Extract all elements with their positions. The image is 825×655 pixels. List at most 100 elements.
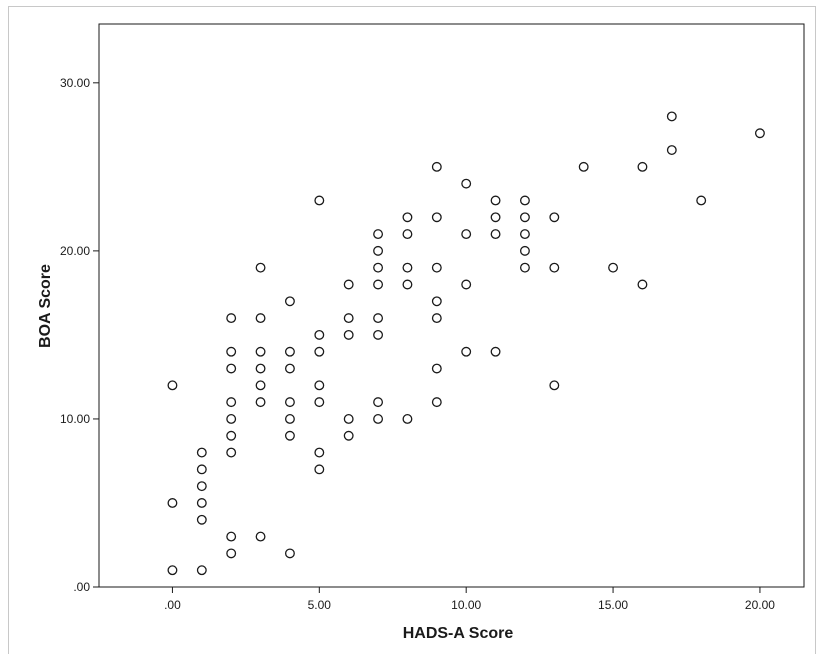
- y-axis-title: BOA Score: [37, 264, 54, 348]
- data-point: [402, 279, 413, 290]
- data-point: [284, 548, 295, 559]
- data-point: [196, 481, 207, 492]
- data-point: [343, 430, 354, 441]
- data-point: [490, 212, 501, 223]
- x-tick-label: .00: [164, 598, 181, 612]
- data-point: [255, 380, 266, 391]
- data-point: [196, 565, 207, 576]
- data-point: [519, 245, 530, 256]
- data-point: [373, 279, 384, 290]
- data-point: [373, 262, 384, 273]
- data-point: [608, 262, 619, 273]
- data-point: [519, 229, 530, 240]
- data-point: [226, 430, 237, 441]
- data-point: [255, 346, 266, 357]
- data-point: [196, 514, 207, 525]
- data-point: [373, 329, 384, 340]
- data-point: [373, 245, 384, 256]
- data-point: [461, 346, 472, 357]
- data-point: [431, 313, 442, 324]
- data-point: [284, 397, 295, 408]
- data-point: [402, 413, 413, 424]
- data-point: [696, 195, 707, 206]
- data-point: [314, 380, 325, 391]
- data-point: [431, 397, 442, 408]
- data-point: [314, 195, 325, 206]
- data-point: [226, 363, 237, 374]
- data-point: [461, 178, 472, 189]
- data-point: [284, 346, 295, 357]
- data-point: [343, 413, 354, 424]
- data-point: [226, 397, 237, 408]
- data-point: [314, 329, 325, 340]
- data-point: [226, 531, 237, 542]
- data-point: [431, 212, 442, 223]
- data-point: [284, 296, 295, 307]
- data-point: [431, 296, 442, 307]
- plot-area: [98, 23, 805, 588]
- data-point: [490, 229, 501, 240]
- data-point: [549, 380, 560, 391]
- y-tick-label: 20.00: [60, 244, 90, 258]
- data-point: [519, 212, 530, 223]
- data-point: [431, 262, 442, 273]
- data-point: [373, 413, 384, 424]
- x-axis: .00 5.00 10.00 15.00 20.00: [164, 587, 775, 612]
- data-point: [666, 111, 677, 122]
- y-tick-label: 10.00: [60, 412, 90, 426]
- data-point: [373, 229, 384, 240]
- data-point: [226, 548, 237, 559]
- data-point: [226, 413, 237, 424]
- x-tick-label: 20.00: [745, 598, 775, 612]
- data-point: [373, 397, 384, 408]
- data-point: [343, 329, 354, 340]
- data-point: [490, 346, 501, 357]
- data-point: [314, 397, 325, 408]
- data-point: [284, 413, 295, 424]
- x-tick-label: 5.00: [308, 598, 332, 612]
- data-point: [637, 279, 648, 290]
- data-point: [255, 397, 266, 408]
- data-point: [314, 447, 325, 458]
- data-point: [226, 447, 237, 458]
- data-point: [284, 363, 295, 374]
- data-point: [196, 447, 207, 458]
- y-axis: .00 10.00 20.00 30.00: [60, 76, 99, 594]
- data-point: [343, 313, 354, 324]
- x-tick-label: 10.00: [451, 598, 481, 612]
- data-point: [578, 161, 589, 172]
- data-point: [226, 313, 237, 324]
- data-point: [167, 380, 178, 391]
- y-tick-label: 30.00: [60, 76, 90, 90]
- data-point: [666, 145, 677, 155]
- data-point: [255, 262, 266, 273]
- data-point: [196, 464, 207, 475]
- y-tick-label: .00: [73, 580, 90, 594]
- data-point: [402, 229, 413, 240]
- data-point: [490, 195, 501, 206]
- x-axis-title: HADS-A Score: [403, 625, 514, 642]
- data-point: [373, 313, 384, 324]
- data-point: [402, 262, 413, 273]
- data-point: [314, 464, 325, 475]
- data-point: [431, 161, 442, 172]
- data-point: [284, 430, 295, 441]
- data-point: [255, 363, 266, 374]
- data-point: [167, 565, 178, 576]
- data-point: [402, 212, 413, 223]
- data-point: [431, 363, 442, 374]
- data-point: [549, 262, 560, 273]
- data-point: [519, 195, 530, 206]
- data-point: [461, 279, 472, 290]
- data-point: [226, 346, 237, 357]
- data-point: [754, 128, 765, 139]
- data-point: [196, 498, 207, 508]
- data-point: [549, 212, 560, 223]
- data-point: [314, 346, 325, 357]
- data-point: [637, 161, 648, 172]
- data-point: [519, 262, 530, 273]
- data-point: [255, 531, 266, 542]
- x-tick-label: 15.00: [598, 598, 628, 612]
- data-point: [255, 313, 266, 324]
